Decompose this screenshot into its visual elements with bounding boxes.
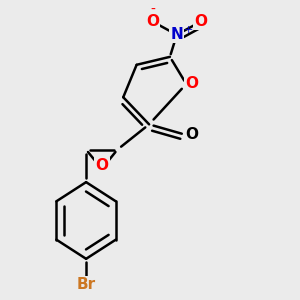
Text: N: N <box>170 27 183 42</box>
Text: O: O <box>186 128 199 142</box>
Text: O: O <box>195 14 208 29</box>
Text: O: O <box>146 14 159 29</box>
Text: -: - <box>150 3 155 17</box>
Text: O: O <box>186 76 199 92</box>
Text: O: O <box>95 158 108 173</box>
Text: +: + <box>184 25 193 35</box>
Text: Br: Br <box>76 277 96 292</box>
